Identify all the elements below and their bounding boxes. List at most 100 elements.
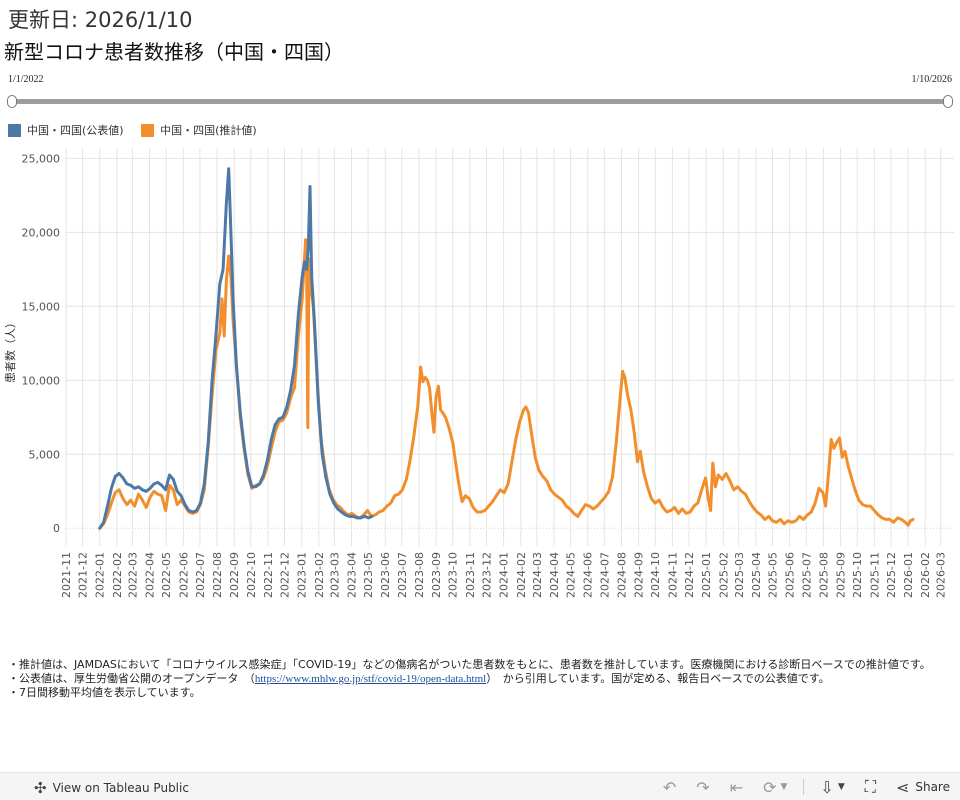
x-tick-label: 2025-11 — [868, 552, 881, 598]
y-tick-label: 0 — [53, 522, 60, 535]
share-icon: ⋖ — [895, 777, 910, 797]
x-tick-label: 2024-08 — [615, 552, 628, 598]
x-tick-label: 2022-11 — [262, 552, 275, 598]
x-tick-label: 2024-03 — [531, 552, 544, 598]
x-tick-label: 2024-11 — [666, 552, 679, 598]
x-tick-label: 2023-12 — [480, 552, 493, 598]
y-tick-label: 25,000 — [22, 152, 61, 165]
x-tick-label: 2023-08 — [413, 552, 426, 598]
x-tick-label: 2022-05 — [160, 552, 173, 598]
series-line — [98, 167, 374, 530]
x-tick-label: 2025-04 — [750, 552, 763, 598]
x-tick-label: 2024-06 — [582, 552, 595, 598]
x-tick-label: 2023-02 — [313, 552, 326, 598]
x-tick-label: 2021-12 — [77, 552, 90, 598]
x-tick-label: 2026-02 — [919, 552, 932, 598]
view-on-tableau-label: View on Tableau Public — [52, 781, 189, 795]
date-range-slider[interactable] — [12, 99, 948, 104]
x-tick-label: 2023-03 — [328, 552, 341, 598]
tableau-logo-icon: ✣ — [34, 779, 47, 797]
x-tick-label: 2024-09 — [633, 552, 646, 598]
y-tick-label: 10,000 — [22, 374, 61, 387]
legend-swatch — [141, 123, 155, 137]
x-tick-label: 2022-03 — [126, 552, 139, 598]
range-start-label: 1/1/2022 — [8, 74, 44, 85]
range-start-handle[interactable] — [7, 95, 17, 108]
x-tick-label: 2025-05 — [767, 552, 780, 598]
share-label: Share — [915, 780, 950, 794]
note-estimate: ・推計値は、JAMDASにおいて「コロナウイルス感染症」「COVID-19」など… — [8, 658, 931, 671]
x-tick-label: 2024-05 — [565, 552, 578, 598]
tableau-toolbar: ✣ View on Tableau Public ↶ ↷ ⇤ ⟳ ▼ ⇩ ▼ ⛶ ⋖… — [0, 772, 960, 800]
x-tick-label: 2022-10 — [245, 552, 258, 598]
series-line — [98, 238, 915, 530]
revert-icon[interactable]: ⇤ — [729, 777, 744, 797]
x-tick-label: 2023-09 — [430, 552, 443, 598]
x-tick-label: 2025-01 — [700, 552, 713, 598]
range-end-handle[interactable] — [943, 95, 953, 108]
x-tick-label: 2024-02 — [515, 552, 528, 598]
view-on-tableau-link[interactable]: ✣ View on Tableau Public — [34, 779, 189, 797]
x-tick-label: 2025-12 — [885, 552, 898, 598]
download-icon[interactable]: ⇩ ▼ — [820, 777, 845, 797]
x-tick-label: 2023-07 — [396, 552, 409, 598]
series-lines — [98, 167, 915, 530]
range-end-label: 1/10/2026 — [911, 74, 952, 85]
legend-label: 中国・四国(公表値) — [27, 124, 124, 137]
y-tick-label: 20,000 — [22, 226, 61, 239]
x-tick-label: 2023-10 — [447, 552, 460, 598]
legend-label: 中国・四国(推計値) — [160, 124, 257, 137]
toolbar-actions: ↶ ↷ ⇤ ⟳ ▼ ⇩ ▼ ⛶ ⋖ Share — [653, 773, 960, 800]
y-axis: 0 5,000 10,000 15,000 20,000 25,000 — [22, 152, 61, 535]
x-tick-label: 2025-10 — [851, 552, 864, 598]
x-tick-label: 2022-06 — [177, 552, 190, 598]
x-tick-label: 2022-02 — [111, 552, 124, 598]
x-tick-label: 2025-02 — [717, 552, 730, 598]
x-tick-label: 2022-08 — [211, 552, 224, 598]
y-axis-label: 患者数（人） — [4, 317, 17, 383]
notes: ・推計値は、JAMDASにおいて「コロナウイルス感染症」「COVID-19」など… — [8, 658, 954, 700]
x-tick-label: 2024-04 — [548, 552, 561, 598]
x-tick-label: 2023-01 — [296, 552, 309, 598]
x-axis: 2021-11 2021-12 2022-01 2022-02 2022-03 2022-… — [60, 552, 948, 598]
x-tick-label: 2022-01 — [94, 552, 107, 598]
refresh-icon[interactable]: ⟳ ▼ — [763, 777, 788, 797]
undo-icon[interactable]: ↶ — [662, 777, 677, 797]
x-tick-label: 2025-06 — [784, 552, 797, 598]
x-tick-label: 2026-01 — [902, 552, 915, 598]
date-range-labels: 1/1/2022 1/10/2026 — [8, 74, 952, 88]
note-official-prefix: ・公表値は、厚生労働省公開のオープンデータ （ — [8, 672, 255, 685]
note-moving-average: ・7日間移動平均値を表示しています。 — [8, 686, 201, 699]
legend: 中国・四国(公表値) 中国・四国(推計値) — [8, 122, 271, 140]
x-tick-label: 2023-05 — [362, 552, 375, 598]
x-tick-label: 2025-03 — [733, 552, 746, 598]
x-tick-label: 2023-06 — [379, 552, 392, 598]
x-tick-label: 2024-01 — [498, 552, 511, 598]
note-official-suffix: ） から引用しています。国が定める、報告日ベースでの公表値です。 — [486, 672, 830, 685]
x-tick-label: 2024-10 — [649, 552, 662, 598]
legend-item-official[interactable]: 中国・四国(公表値) — [8, 122, 124, 138]
x-tick-label: 2022-12 — [279, 552, 292, 598]
x-tick-label: 2025-08 — [817, 552, 830, 598]
share-button[interactable]: ⋖ Share — [886, 773, 960, 800]
x-tick-label: 2022-07 — [194, 552, 207, 598]
x-tick-label: 2021-11 — [60, 552, 73, 598]
toolbar-divider — [803, 779, 805, 795]
x-tick-label: 2023-04 — [345, 552, 358, 598]
x-tick-label: 2025-09 — [835, 552, 848, 598]
redo-icon[interactable]: ↷ — [696, 777, 710, 797]
fullscreen-icon[interactable]: ⛶ — [864, 777, 876, 796]
x-tick-label: 2025-07 — [800, 552, 813, 598]
updated-date: 更新日: 2026/1/10 — [8, 8, 193, 32]
legend-swatch — [8, 123, 21, 137]
x-tick-label: 2024-07 — [598, 552, 611, 598]
x-tick-label: 2024-12 — [683, 552, 696, 598]
x-tick-label: 2023-11 — [464, 552, 477, 598]
note-official: ・公表値は、厚生労働省公開のオープンデータ （https://www.mhlw.… — [8, 672, 954, 686]
x-tick-label: 2026-03 — [935, 552, 948, 598]
x-tick-label: 2022-09 — [228, 552, 241, 598]
x-tick-label: 2022-04 — [144, 552, 157, 598]
legend-item-estimate[interactable]: 中国・四国(推計値) — [141, 122, 257, 138]
open-data-link[interactable]: https://www.mhlw.go.jp/stf/covid-19/open… — [254, 673, 487, 685]
